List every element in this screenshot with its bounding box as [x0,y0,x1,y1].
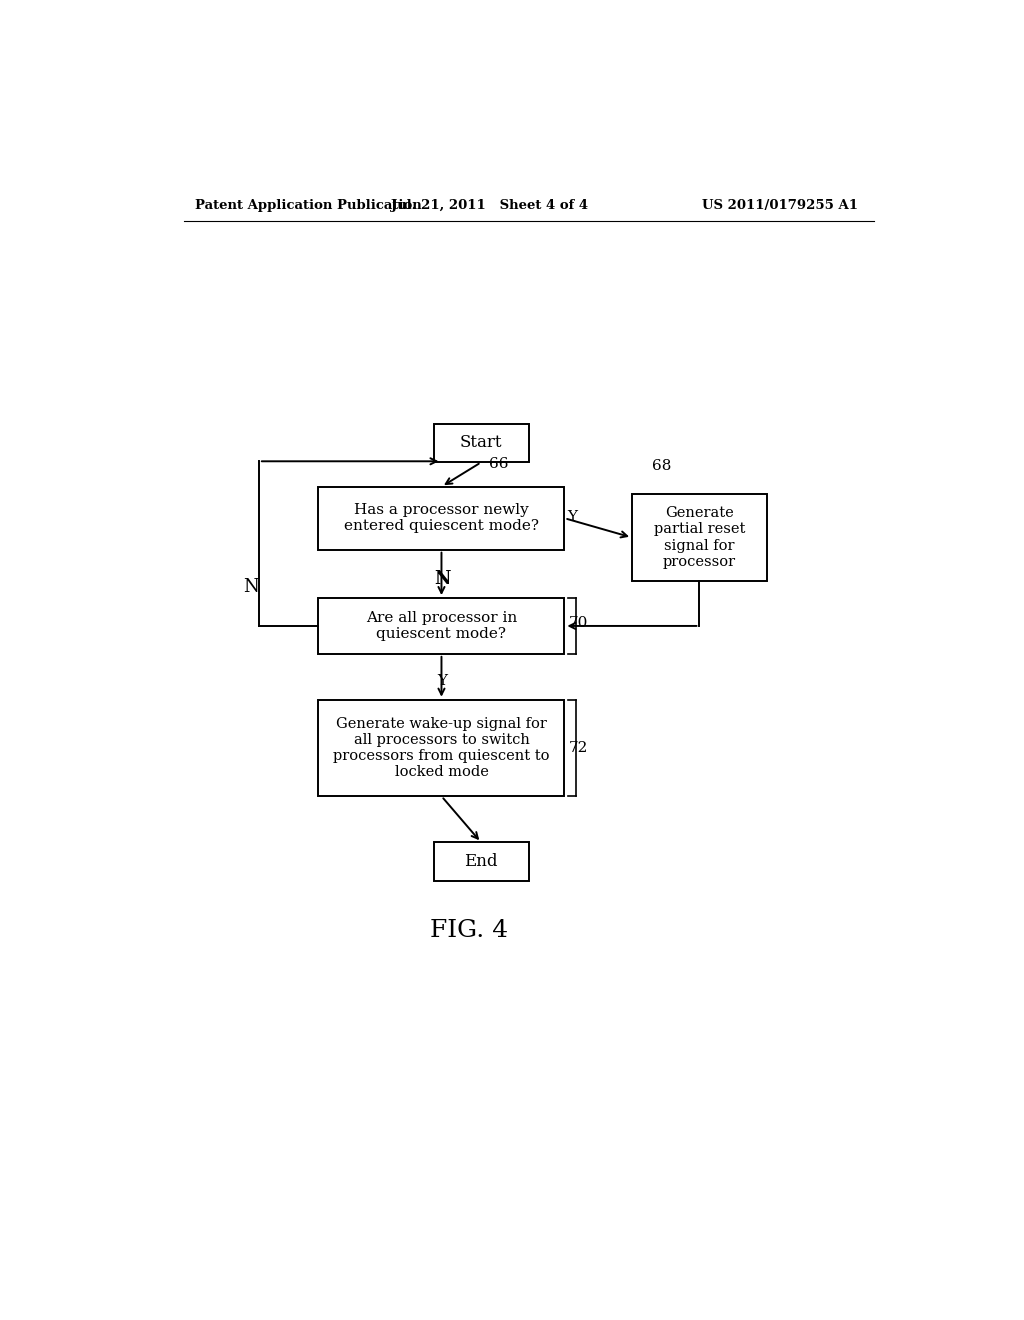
Text: N: N [243,578,259,597]
Text: Start: Start [460,434,503,451]
Text: Are all processor in
quiescent mode?: Are all processor in quiescent mode? [366,611,517,642]
Text: Has a processor newly
entered quiescent mode?: Has a processor newly entered quiescent … [344,503,539,533]
Text: FIG. 4: FIG. 4 [430,919,508,942]
Text: N: N [434,570,451,587]
Text: Patent Application Publication: Patent Application Publication [196,199,422,213]
Text: 72: 72 [568,741,588,755]
Bar [632,494,767,581]
Text: Generate wake-up signal for
all processors to switch
processors from quiescent t: Generate wake-up signal for all processo… [333,717,550,779]
Text: 68: 68 [652,459,671,474]
Text: Jul. 21, 2011   Sheet 4 of 4: Jul. 21, 2011 Sheet 4 of 4 [390,199,588,213]
Text: Y: Y [437,673,447,688]
Text: 70: 70 [568,616,588,630]
Text: 66: 66 [489,458,509,471]
Text: Y: Y [567,511,578,524]
Text: Generate
partial reset
signal for
processor: Generate partial reset signal for proces… [653,506,745,569]
Bar [318,598,564,653]
Bar [433,424,528,462]
Bar [433,842,528,880]
Text: End: End [465,853,498,870]
Bar [318,487,564,549]
Bar [318,700,564,796]
Text: US 2011/0179255 A1: US 2011/0179255 A1 [702,199,858,213]
